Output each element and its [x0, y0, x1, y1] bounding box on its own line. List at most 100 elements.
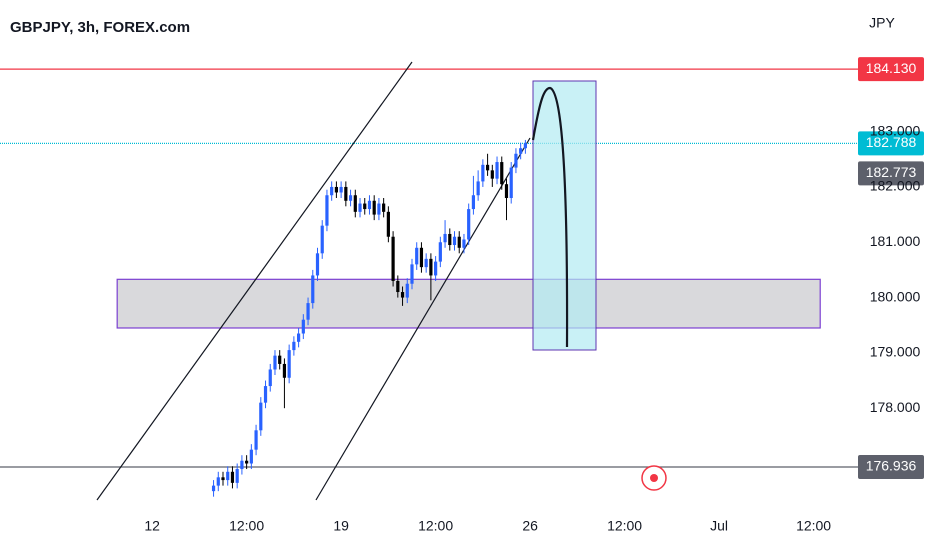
x-tick-label: 12:00 — [607, 518, 642, 534]
candle-body — [311, 275, 315, 304]
y-tick-label: 180.000 — [870, 288, 921, 304]
candle-body — [452, 236, 457, 246]
x-tick-label: 12:00 — [418, 518, 453, 534]
x-tick-label: Jul — [710, 518, 728, 534]
candle-body — [230, 471, 235, 483]
candle-body — [377, 203, 381, 215]
candle-body — [353, 195, 357, 212]
candle-body — [334, 186, 338, 193]
candle-body — [221, 477, 225, 481]
channel-line — [96, 61, 413, 501]
price-tag-label: 182.773 — [866, 164, 917, 180]
candle-body — [348, 195, 353, 201]
price-tag-label: 182.788 — [866, 134, 917, 150]
candle-body — [235, 469, 239, 483]
projection-box — [532, 80, 597, 351]
candle-body — [259, 402, 263, 431]
candle-body — [382, 203, 386, 212]
candle-body — [344, 186, 348, 201]
candle-body — [330, 186, 334, 196]
candle-body — [268, 369, 272, 387]
candle-body — [301, 319, 305, 334]
candle-body — [410, 264, 414, 284]
candle-body — [434, 261, 438, 276]
x-tick-label: 12 — [144, 518, 160, 534]
candle-body — [400, 292, 405, 298]
y-tick-label: 183.000 — [870, 122, 921, 138]
candle-body — [306, 303, 310, 320]
candle-body — [396, 280, 400, 293]
price-tags: 184.130 182.788 176.936 182.773 — [858, 57, 924, 480]
projection-curve — [531, 86, 569, 348]
x-tick-label: 12:00 — [796, 518, 831, 534]
candle-body — [211, 485, 216, 492]
candle-body — [240, 460, 244, 470]
candle-body — [254, 430, 258, 450]
drawings-under — [0, 68, 858, 468]
price-tag — [858, 161, 924, 186]
candle-body — [287, 350, 291, 378]
candle-body — [367, 200, 372, 210]
candle-body — [476, 181, 480, 196]
candle-body — [358, 203, 362, 212]
candle-body — [415, 247, 419, 265]
candle-body — [462, 239, 466, 248]
candle-body — [245, 460, 249, 464]
candle-body — [249, 449, 253, 464]
candle-body — [424, 258, 428, 268]
candle-body — [438, 242, 442, 262]
candle-body — [471, 195, 476, 210]
candle-body — [504, 184, 509, 199]
price-tag — [858, 131, 924, 156]
candle-body — [448, 233, 452, 246]
price-tag — [858, 455, 924, 480]
candle-body — [363, 203, 367, 210]
x-tick-label: 26 — [522, 518, 538, 534]
candle-body — [485, 164, 490, 171]
candle-body — [490, 170, 494, 179]
candle-body — [495, 162, 499, 179]
candle-body — [315, 253, 320, 276]
candle-body — [325, 195, 329, 226]
axis-unit: JPY — [869, 15, 895, 31]
price-tag — [858, 57, 924, 82]
candle-body — [467, 209, 471, 240]
candle-body — [405, 283, 409, 298]
candle-body — [278, 355, 282, 364]
candle-body — [481, 164, 485, 182]
candle-body — [216, 477, 220, 486]
candle-body — [429, 258, 433, 276]
candle-body — [273, 355, 277, 370]
candle-body — [320, 225, 324, 254]
x-tick-label: 19 — [333, 518, 349, 534]
price-tag-label: 176.936 — [866, 458, 917, 474]
candle-body — [372, 200, 376, 215]
candle-body — [443, 233, 447, 243]
price-tag-label: 184.130 — [866, 60, 917, 76]
y-tick-label: 178.000 — [870, 399, 921, 415]
candle-body — [457, 236, 461, 248]
candle-body — [296, 333, 301, 342]
candle-body — [519, 148, 523, 154]
chart-title: GBPJPY, 3h, FOREX.com — [10, 19, 190, 36]
candle-body — [226, 471, 230, 481]
candle-body — [339, 186, 343, 193]
candle-body — [292, 341, 296, 351]
candle-body — [386, 211, 390, 237]
candle-body — [509, 167, 513, 199]
candle-body — [391, 236, 395, 281]
y-tick-label: 179.000 — [870, 344, 921, 360]
x-tick-label: 12:00 — [229, 518, 264, 534]
candle-body — [514, 153, 518, 168]
y-tick-label: 182.000 — [870, 178, 921, 194]
zone — [116, 278, 821, 329]
candles — [211, 139, 527, 497]
channel-line — [315, 137, 531, 501]
candle-body — [500, 162, 504, 185]
candle-body — [419, 247, 424, 268]
alert-icon-dot — [650, 474, 658, 482]
candle-body — [263, 386, 268, 403]
candle-body — [282, 363, 287, 378]
